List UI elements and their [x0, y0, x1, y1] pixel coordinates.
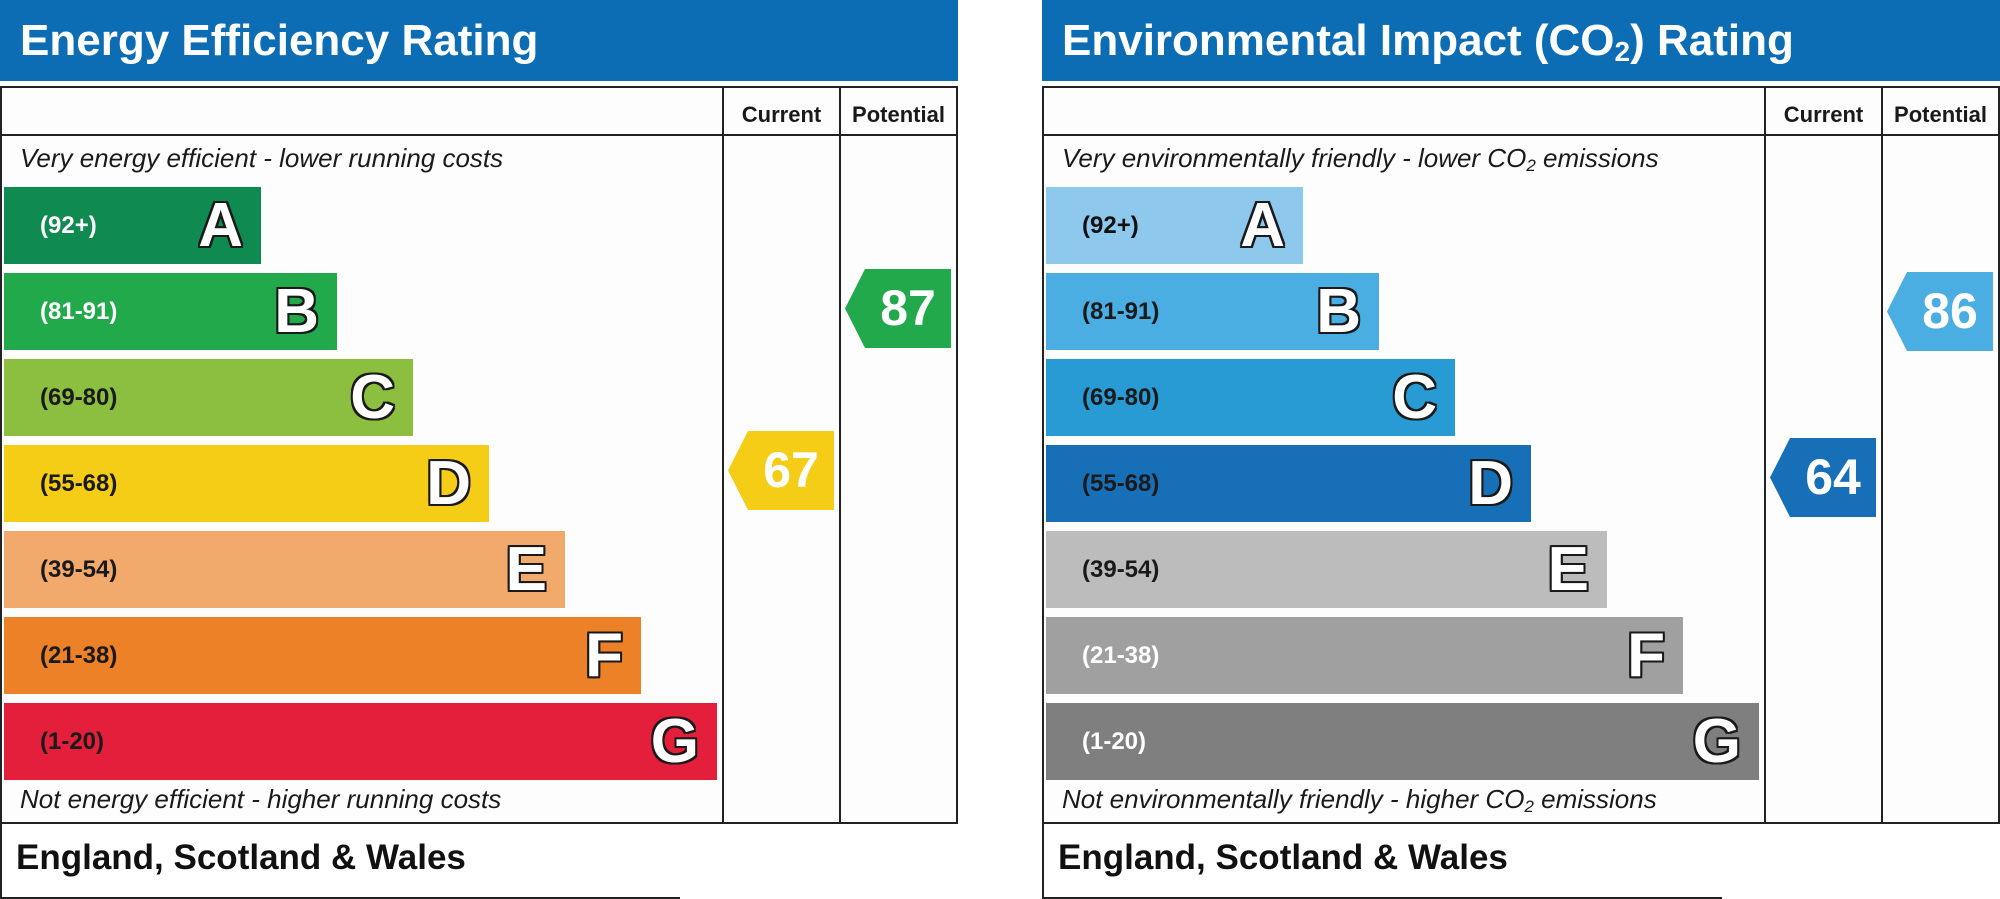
top-caption: Very energy efficient - lower running co… — [20, 143, 504, 173]
bottom-caption: Not environmentally friendly - higher CO… — [1062, 784, 1657, 816]
band-b: (81-91) B — [4, 273, 337, 350]
band-f: (21-38) F — [1046, 617, 1683, 694]
region-footer: England, Scotland & Wales — [0, 824, 680, 899]
current-column-divider — [722, 88, 724, 822]
energy-title: Energy Efficiency Rating — [0, 0, 958, 81]
band-letter: E — [505, 535, 547, 604]
band-range: (92+) — [1082, 212, 1139, 239]
band-g: (1-20) G — [4, 703, 717, 780]
current-rating-marker: 67 — [728, 431, 834, 510]
band-range: (1-20) — [40, 728, 105, 755]
band-c: (69-80) C — [4, 359, 413, 436]
band-g: (1-20) G — [1046, 703, 1759, 780]
potential-column-header: Potential — [852, 102, 945, 127]
energy-efficiency-panel: Energy Efficiency Rating Current Potenti… — [0, 0, 958, 899]
bottom-caption: Not energy efficient - higher running co… — [20, 784, 502, 814]
band-a: (92+) A — [4, 187, 261, 264]
potential-column-header: Potential — [1894, 102, 1987, 127]
current-column-header: Current — [741, 102, 822, 127]
co2-title: Environmental Impact (CO2) Rating — [1042, 0, 2000, 81]
band-e: (39-54) E — [4, 531, 565, 608]
header-divider — [2, 134, 956, 136]
band-range: (21-38) — [1082, 642, 1160, 669]
band-letter: F — [1627, 621, 1665, 690]
band-letter: E — [1547, 535, 1589, 604]
region-label: England, Scotland & Wales — [16, 838, 466, 877]
band-b: (81-91) B — [1046, 273, 1379, 350]
band-c: (69-80) C — [1046, 359, 1455, 436]
environmental-impact-panel: Environmental Impact (CO2) Rating Curren… — [1042, 0, 2000, 899]
band-range: (55-68) — [1082, 470, 1160, 497]
band-range: (39-54) — [40, 556, 118, 583]
potential-rating-marker: 86 — [1887, 272, 1993, 351]
potential-rating-marker: 87 — [845, 269, 951, 348]
band-d: (55-68) D — [4, 445, 489, 522]
band-range: (69-80) — [1082, 384, 1160, 411]
region-label: England, Scotland & Wales — [1058, 838, 1508, 877]
band-range: (55-68) — [40, 470, 118, 497]
band-letter: G — [650, 707, 699, 776]
header-divider — [1044, 134, 1998, 136]
band-e: (39-54) E — [1046, 531, 1607, 608]
band-range: (21-38) — [40, 642, 118, 669]
band-a: (92+) A — [1046, 187, 1303, 264]
band-range: (39-54) — [1082, 556, 1160, 583]
band-letter: D — [426, 449, 471, 518]
band-range: (81-91) — [1082, 298, 1160, 325]
region-footer: England, Scotland & Wales — [1042, 824, 1722, 899]
band-letter: C — [350, 363, 395, 432]
band-f: (21-38) F — [4, 617, 641, 694]
current-rating-marker: 64 — [1770, 438, 1876, 517]
band-letter: B — [1316, 277, 1361, 346]
potential-column-divider — [1881, 88, 1883, 822]
band-letter: B — [274, 277, 319, 346]
band-range: (92+) — [40, 212, 97, 239]
top-caption: Very environmentally friendly - lower CO… — [1062, 143, 1659, 175]
current-column-divider — [1764, 88, 1766, 822]
band-range: (69-80) — [40, 384, 118, 411]
band-range: (81-91) — [40, 298, 118, 325]
band-letter: D — [1468, 449, 1513, 518]
band-letter: A — [198, 191, 243, 260]
band-range: (1-20) — [1082, 728, 1147, 755]
potential-column-divider — [839, 88, 841, 822]
band-letter: A — [1240, 191, 1285, 260]
band-letter: C — [1392, 363, 1437, 432]
energy-chart-frame: Current Potential Very energy efficient … — [0, 86, 958, 824]
band-letter: F — [585, 621, 623, 690]
band-d: (55-68) D — [1046, 445, 1531, 522]
co2-chart-frame: Current Potential Very environmentally f… — [1042, 86, 2000, 824]
current-column-header: Current — [1783, 102, 1864, 127]
band-letter: G — [1692, 707, 1741, 776]
